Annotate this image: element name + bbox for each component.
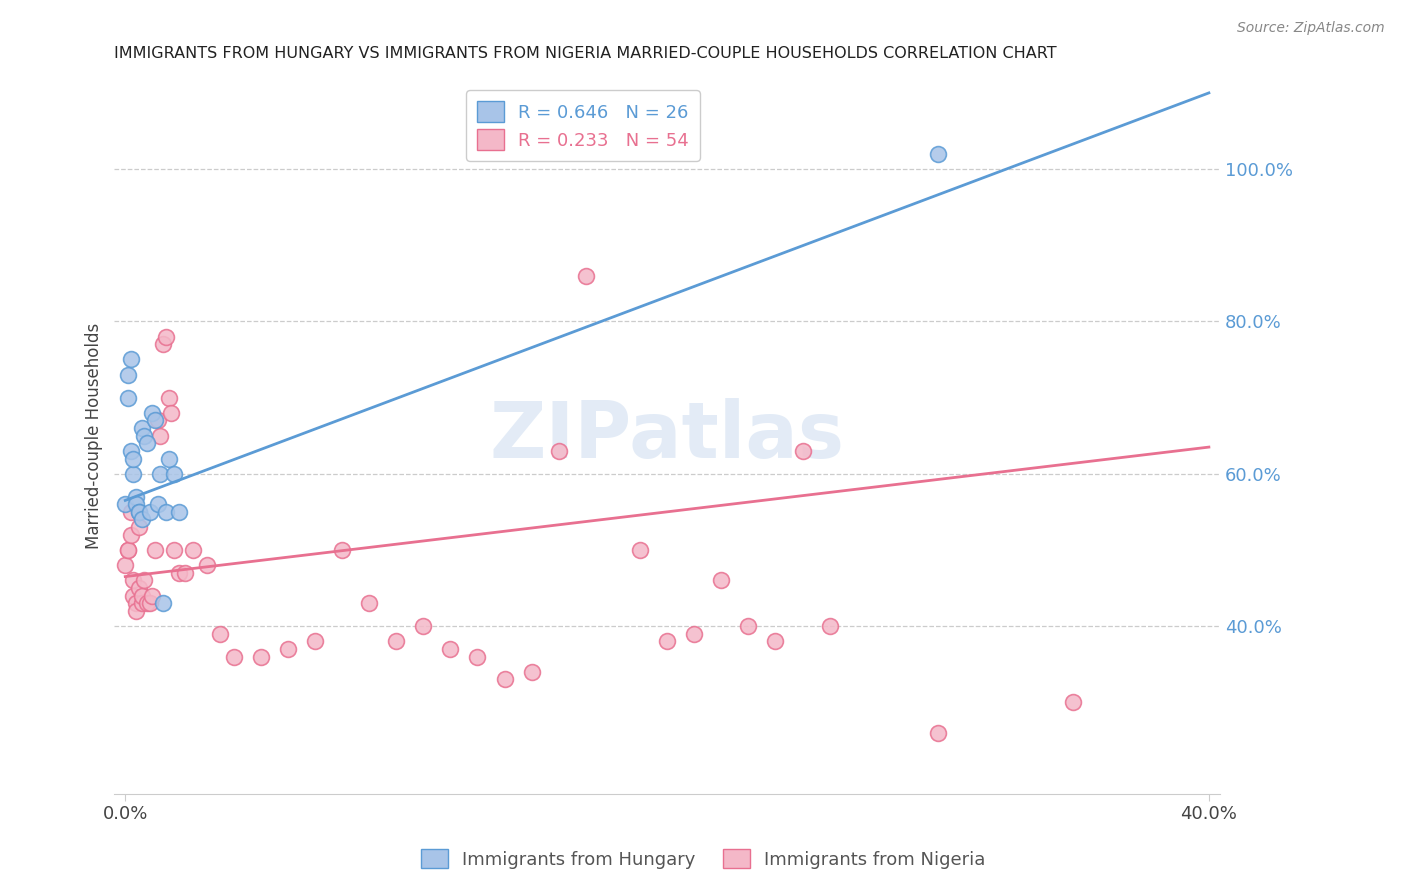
Point — [792, 443, 814, 458]
Point — [655, 634, 678, 648]
Text: ZIPatlas: ZIPatlas — [489, 398, 845, 474]
Point — [412, 619, 434, 633]
Point — [157, 451, 180, 466]
Point — [146, 497, 169, 511]
Point — [467, 649, 489, 664]
Point — [163, 467, 186, 481]
Point — [131, 421, 153, 435]
Point — [195, 558, 218, 573]
Point — [117, 543, 139, 558]
Point — [138, 596, 160, 610]
Point — [146, 413, 169, 427]
Point — [131, 596, 153, 610]
Point — [173, 566, 195, 580]
Point — [125, 497, 148, 511]
Point — [117, 543, 139, 558]
Point — [927, 725, 949, 739]
Point — [128, 581, 150, 595]
Point — [117, 391, 139, 405]
Point — [135, 596, 157, 610]
Point — [141, 589, 163, 603]
Point — [125, 604, 148, 618]
Point — [575, 268, 598, 283]
Point — [304, 634, 326, 648]
Point — [114, 558, 136, 573]
Point — [134, 574, 156, 588]
Point — [818, 619, 841, 633]
Point — [134, 428, 156, 442]
Point — [120, 527, 142, 541]
Point — [163, 543, 186, 558]
Point — [209, 626, 232, 640]
Legend: R = 0.646   N = 26, R = 0.233   N = 54: R = 0.646 N = 26, R = 0.233 N = 54 — [465, 90, 700, 161]
Point — [143, 413, 166, 427]
Point — [385, 634, 408, 648]
Point — [143, 543, 166, 558]
Y-axis label: Married-couple Households: Married-couple Households — [86, 323, 103, 549]
Point — [765, 634, 787, 648]
Point — [120, 505, 142, 519]
Point — [149, 467, 172, 481]
Point — [494, 673, 516, 687]
Point — [128, 505, 150, 519]
Point — [122, 451, 145, 466]
Point — [249, 649, 271, 664]
Point — [927, 146, 949, 161]
Point — [710, 574, 733, 588]
Point — [138, 505, 160, 519]
Point — [683, 626, 706, 640]
Point — [141, 406, 163, 420]
Point — [122, 589, 145, 603]
Point — [157, 391, 180, 405]
Point — [439, 642, 461, 657]
Point — [222, 649, 245, 664]
Point — [131, 512, 153, 526]
Point — [181, 543, 204, 558]
Point — [114, 497, 136, 511]
Point — [149, 428, 172, 442]
Text: Source: ZipAtlas.com: Source: ZipAtlas.com — [1237, 21, 1385, 35]
Point — [122, 574, 145, 588]
Point — [169, 566, 191, 580]
Point — [152, 337, 174, 351]
Point — [128, 505, 150, 519]
Point — [547, 443, 569, 458]
Point — [120, 352, 142, 367]
Point — [155, 329, 177, 343]
Text: IMMIGRANTS FROM HUNGARY VS IMMIGRANTS FROM NIGERIA MARRIED-COUPLE HOUSEHOLDS COR: IMMIGRANTS FROM HUNGARY VS IMMIGRANTS FR… — [114, 46, 1057, 62]
Point — [131, 589, 153, 603]
Point — [520, 665, 543, 679]
Point — [1062, 695, 1084, 709]
Point — [737, 619, 759, 633]
Point — [152, 596, 174, 610]
Point — [160, 406, 183, 420]
Point — [155, 505, 177, 519]
Point — [277, 642, 299, 657]
Point — [135, 436, 157, 450]
Point — [169, 505, 191, 519]
Legend: Immigrants from Hungary, Immigrants from Nigeria: Immigrants from Hungary, Immigrants from… — [413, 842, 993, 876]
Point — [330, 543, 353, 558]
Point — [120, 443, 142, 458]
Point — [117, 368, 139, 382]
Point — [125, 596, 148, 610]
Point — [122, 467, 145, 481]
Point — [125, 490, 148, 504]
Point — [357, 596, 380, 610]
Point — [628, 543, 651, 558]
Point — [128, 520, 150, 534]
